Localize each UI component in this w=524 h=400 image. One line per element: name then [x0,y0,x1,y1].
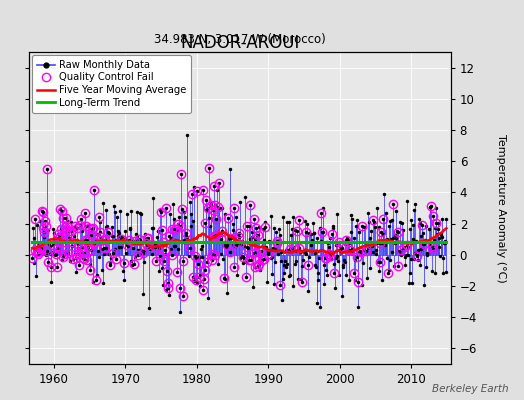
Legend: Raw Monthly Data, Quality Control Fail, Five Year Moving Average, Long-Term Tren: Raw Monthly Data, Quality Control Fail, … [32,55,191,112]
Y-axis label: Temperature Anomaly (°C): Temperature Anomaly (°C) [496,134,507,282]
Text: 34.983 N, 3.017 W (Morocco): 34.983 N, 3.017 W (Morocco) [154,33,325,46]
Title: NADOR-AROUI: NADOR-AROUI [180,34,299,52]
Text: Berkeley Earth: Berkeley Earth [432,384,508,394]
